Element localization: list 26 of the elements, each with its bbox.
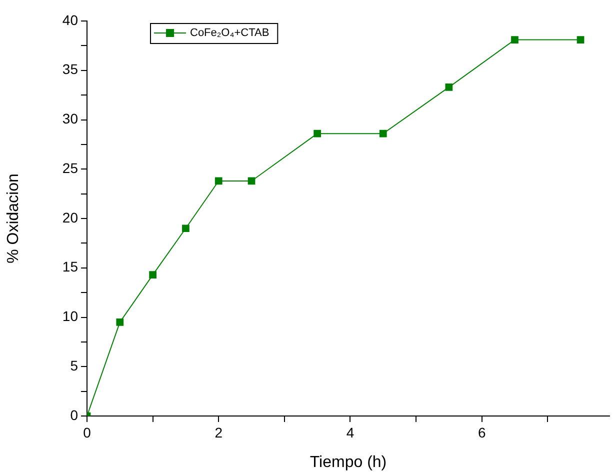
point <box>379 130 387 138</box>
y-tick-label: 10 <box>62 308 78 324</box>
point <box>248 177 256 185</box>
y-tick-label: 35 <box>62 61 78 78</box>
y-tick-label: 25 <box>62 160 78 176</box>
y-tick-label: 30 <box>62 110 78 127</box>
x-tick-label: 0 <box>83 424 92 440</box>
point <box>116 318 124 326</box>
legend-label: CoFe₂O₄+CTAB <box>190 27 270 40</box>
point <box>149 271 156 278</box>
y-tick-label: 15 <box>62 258 78 275</box>
x-tick-label: 6 <box>478 424 486 440</box>
point <box>576 36 584 44</box>
y-axis-title: % Oxidacion <box>5 174 22 264</box>
y-tick-label: 0 <box>70 406 78 423</box>
x-tick-label: 2 <box>214 424 223 440</box>
point <box>511 36 518 44</box>
point <box>314 130 322 138</box>
point <box>445 83 453 91</box>
point <box>182 224 190 232</box>
y-tick-label: 20 <box>62 209 78 226</box>
point <box>214 177 222 185</box>
y-tick-label: 5 <box>70 357 78 374</box>
y-tick-label: 40 <box>62 12 78 28</box>
x-tick-label: 4 <box>346 424 354 440</box>
x-axis-title: Tiempo (h) <box>310 454 387 471</box>
